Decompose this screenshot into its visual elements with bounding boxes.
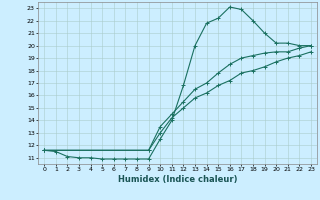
X-axis label: Humidex (Indice chaleur): Humidex (Indice chaleur) xyxy=(118,175,237,184)
